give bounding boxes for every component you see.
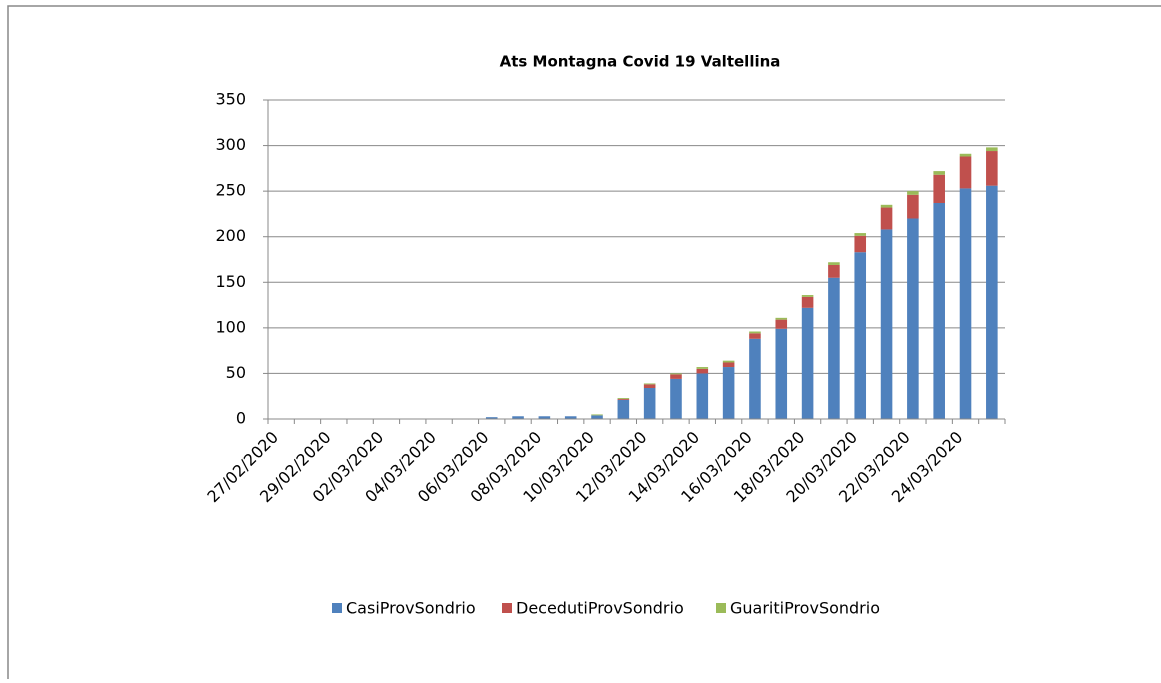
bar-segment [643, 383, 656, 385]
y-tick-label: 250 [215, 181, 246, 200]
bar-segment [591, 415, 603, 419]
bar-segment [775, 328, 788, 419]
legend-swatch [502, 603, 512, 613]
legend-label: DecedutiProvSondrio [516, 599, 684, 618]
bar-segment [696, 373, 709, 419]
bar-segment [828, 277, 840, 419]
bar-segment [854, 252, 867, 419]
y-tick-label: 50 [226, 363, 246, 382]
bar-segment [775, 319, 788, 329]
bar-segment [986, 147, 998, 152]
y-tick-label: 300 [215, 135, 246, 154]
bar-segment [959, 153, 972, 157]
legend-swatch [716, 603, 726, 613]
bar-segment [722, 360, 735, 363]
bar-segment [643, 388, 656, 419]
bar-segment [933, 202, 945, 419]
bar-segment [933, 171, 945, 175]
bar-segment [643, 384, 656, 389]
bar-segment [986, 151, 998, 186]
y-tick-label: 150 [215, 272, 246, 291]
bar-segment [907, 194, 919, 219]
bar-segment [933, 174, 945, 203]
legend-label: GuaritiProvSondrio [730, 599, 880, 618]
bar-segment [591, 414, 603, 416]
bar-segment [775, 317, 788, 320]
bar-segment [538, 416, 551, 419]
bar-segment [907, 191, 919, 195]
bar-segment [801, 296, 814, 308]
bar-segment [617, 398, 630, 399]
bar-segment [907, 218, 919, 419]
bar-segment [854, 233, 867, 236]
bar-segment [722, 362, 735, 368]
bar-segment [696, 367, 709, 369]
bar-segment [828, 264, 840, 278]
y-tick-label: 200 [215, 226, 246, 245]
bar-segment [959, 156, 972, 189]
bar-segment [670, 378, 682, 419]
bar-segment [959, 188, 972, 419]
bar-segment [880, 204, 893, 208]
bar-segment [670, 374, 682, 379]
bar-segment [722, 367, 735, 419]
frame [7, 5, 1161, 683]
bar-segment [749, 333, 761, 339]
y-tick-label: 100 [215, 317, 246, 336]
bar-segment [801, 307, 814, 419]
bar-segment [749, 331, 761, 334]
bar-segment [854, 235, 867, 253]
bar-segment [749, 338, 761, 419]
bar-segment [696, 368, 709, 374]
bar-segment [564, 416, 577, 419]
bar-segment [512, 416, 524, 419]
bar-segment [485, 417, 498, 419]
y-tick-label: 0 [236, 409, 246, 428]
bar-segment [801, 295, 814, 297]
legend-label: CasiProvSondrio [346, 599, 476, 618]
bar-segment [986, 185, 998, 419]
bar-segment [670, 373, 682, 375]
bar-segment [617, 399, 630, 419]
bar-segment [880, 229, 893, 419]
chart-title: Ats Montagna Covid 19 Valtellina [500, 53, 781, 71]
bar-segment [828, 262, 840, 265]
bar-segment [880, 207, 893, 230]
y-tick-label: 350 [215, 90, 246, 109]
bar-segment [617, 398, 630, 400]
legend-swatch [332, 603, 342, 613]
